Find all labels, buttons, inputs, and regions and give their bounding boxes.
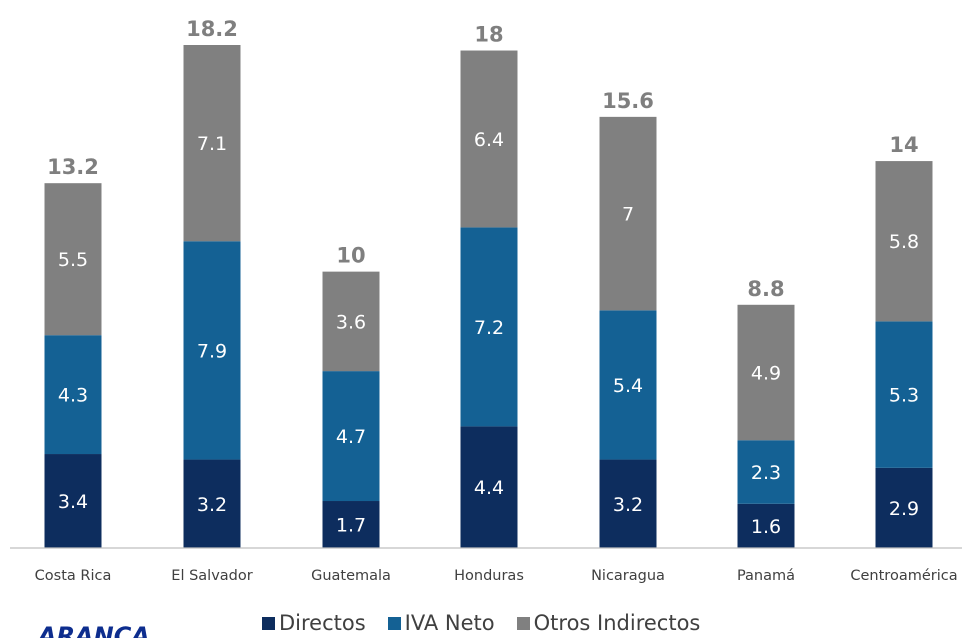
data-label-iva-neto-nicaragua: 5.4: [613, 375, 643, 397]
bar-iva-neto-panama: [737, 440, 795, 504]
bar-otros-indirectos-honduras: [460, 50, 518, 228]
data-label-otros-indirectos-centroamerica: 5.8: [889, 231, 919, 253]
legend-item-iva-neto: IVA Neto: [387, 611, 495, 635]
bar-otros-indirectos-nicaragua: [599, 116, 657, 311]
labels-layer: 3.4 4.3 5.5 13.2 Costa Rica 3.2 7.9 7.1 18.2 El S…: [35, 17, 958, 584]
total-label-centroamerica: 14: [889, 133, 918, 157]
legend-label-otros-indirectos: Otros Indirectos: [533, 611, 701, 635]
data-label-otros-indirectos-nicaragua: 7: [622, 204, 634, 226]
total-label-costa-rica: 13.2: [47, 155, 99, 179]
total-label-el-salvador: 18.2: [186, 17, 238, 41]
x-tick-label-nicaragua: Nicaragua: [591, 568, 665, 584]
legend-label-directos: Directos: [279, 611, 366, 635]
bar-iva-neto-costa-rica: [44, 335, 102, 455]
data-label-iva-neto-costa-rica: 4.3: [58, 385, 88, 407]
data-label-otros-indirectos-el-salvador: 7.1: [197, 133, 227, 155]
legend-item-directos: Directos: [262, 611, 366, 635]
total-label-panama: 8.8: [747, 277, 784, 301]
data-label-otros-indirectos-guatemala: 3.6: [336, 311, 366, 333]
data-label-iva-neto-centroamerica: 5.3: [889, 385, 919, 407]
data-label-directos-honduras: 4.4: [474, 477, 504, 499]
bar-iva-neto-guatemala: [322, 371, 380, 502]
svg-text:ARANCA: ARANCA: [38, 622, 150, 638]
bar-directos-nicaragua: [599, 459, 657, 548]
bar-otros-indirectos-costa-rica: [44, 183, 102, 336]
bar-directos-panama: [737, 503, 795, 548]
chart-legend: Directos IVA Neto Otros Indirectos: [262, 608, 700, 638]
bar-directos-el-salvador: [183, 459, 241, 548]
data-label-directos-el-salvador: 3.2: [197, 494, 227, 516]
legend-swatch-iva-neto: [387, 616, 401, 630]
bar-directos-costa-rica: [44, 454, 102, 548]
data-label-directos-nicaragua: 3.2: [613, 494, 643, 516]
total-label-guatemala: 10: [336, 244, 365, 268]
data-label-directos-costa-rica: 3.4: [58, 491, 88, 513]
data-label-otros-indirectos-honduras: 6.4: [474, 129, 504, 151]
x-tick-label-costa-rica: Costa Rica: [35, 568, 112, 584]
bar-otros-indirectos-panama: [737, 304, 795, 441]
legend-swatch-directos: [262, 616, 275, 630]
bar-otros-indirectos-centroamerica: [875, 161, 933, 322]
total-label-honduras: 18: [474, 23, 503, 47]
x-tick-label-guatemala: Guatemala: [311, 568, 391, 584]
bar-iva-neto-el-salvador: [183, 241, 241, 460]
bars-layer: [44, 45, 933, 548]
bar-iva-neto-centroamerica: [875, 321, 933, 468]
bar-otros-indirectos-el-salvador: [183, 45, 241, 242]
bar-directos-centroamerica: [875, 467, 933, 548]
data-label-otros-indirectos-panama: 4.9: [751, 363, 781, 385]
legend-swatch-otros-indirectos: [516, 616, 530, 630]
x-tick-label-panama: Panamá: [737, 568, 795, 584]
data-label-iva-neto-panama: 2.3: [751, 462, 781, 484]
bar-directos-guatemala: [322, 501, 380, 548]
x-tick-label-honduras: Honduras: [454, 568, 524, 584]
total-label-nicaragua: 15.6: [602, 89, 654, 113]
data-label-otros-indirectos-costa-rica: 5.5: [58, 249, 88, 271]
bar-otros-indirectos-guatemala: [322, 271, 380, 372]
legend-label-iva-neto: IVA Neto: [404, 611, 495, 635]
data-label-directos-panama: 1.6: [751, 516, 781, 538]
x-tick-label-el-salvador: El Salvador: [171, 568, 252, 584]
bar-directos-honduras: [460, 426, 518, 548]
x-tick-label-centroamerica: Centroamérica: [850, 568, 957, 584]
data-label-iva-neto-guatemala: 4.7: [336, 426, 366, 448]
legend-item-otros-indirectos: Otros Indirectos: [516, 611, 701, 635]
data-label-directos-guatemala: 1.7: [336, 515, 366, 537]
aranca-logo: ARANCA: [38, 620, 158, 638]
data-label-iva-neto-el-salvador: 7.9: [197, 340, 227, 362]
data-label-iva-neto-honduras: 7.2: [474, 317, 504, 339]
bar-iva-neto-honduras: [460, 227, 518, 427]
bar-iva-neto-nicaragua: [599, 310, 657, 460]
data-label-directos-centroamerica: 2.9: [889, 498, 919, 520]
